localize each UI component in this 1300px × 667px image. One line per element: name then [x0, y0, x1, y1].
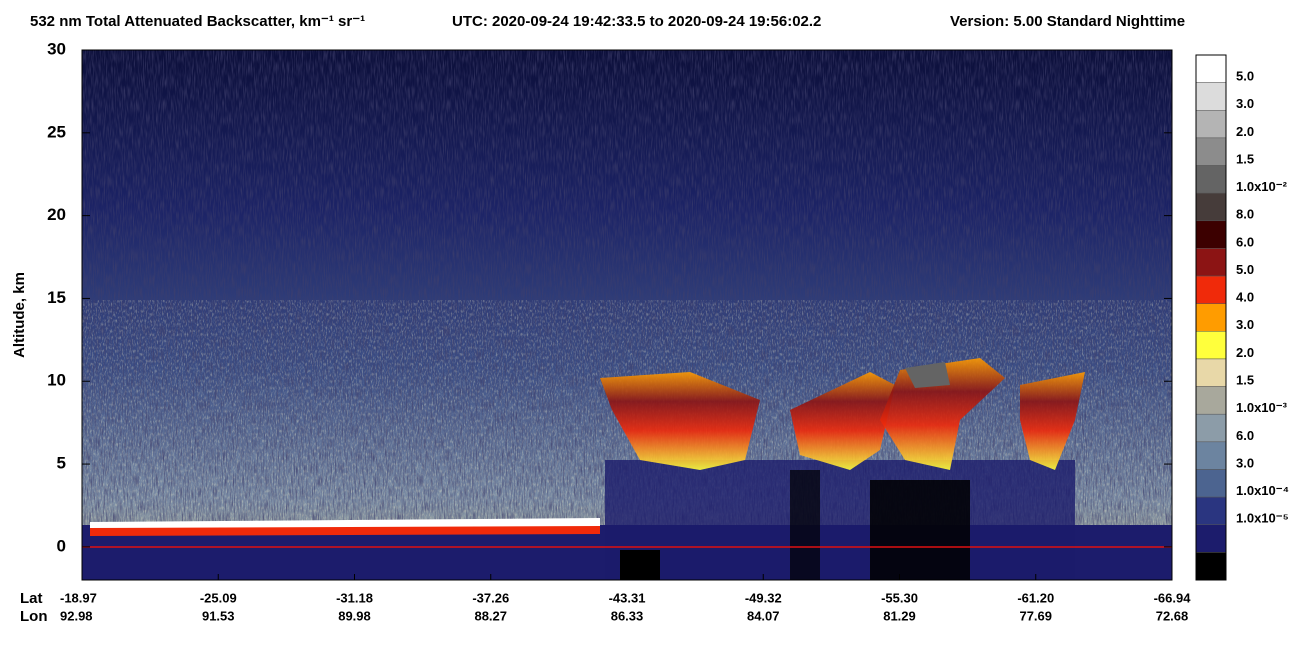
y-tick-label: 20 [47, 205, 66, 224]
lon-label: 92.98 [60, 608, 93, 623]
lat-label: -49.32 [745, 590, 782, 605]
colorbar-label: 1.5 [1236, 372, 1254, 387]
colorbar-label: 1.0x10⁻⁵ [1236, 511, 1289, 526]
time-range: UTC: 2020-09-24 19:42:33.5 to 2020-09-24… [452, 13, 821, 30]
colorbar-cell [1195, 275, 1227, 304]
colorbar-label: 1.5 [1236, 151, 1254, 166]
colorbar-cell [1195, 331, 1227, 360]
lon-label: 88.27 [474, 608, 507, 623]
colorbar-label: 3.0 [1236, 96, 1254, 111]
lat-title: Lat [20, 590, 43, 607]
y-tick-label: 15 [47, 288, 66, 307]
colorbar-label: 3.0 [1236, 317, 1254, 332]
colorbar-cell [1195, 82, 1227, 111]
colorbar-label: 2.0 [1236, 345, 1254, 360]
colorbar-label: 5.0 [1236, 262, 1254, 277]
chart-title: 532 nm Total Attenuated Backscatter, km⁻… [30, 13, 365, 30]
y-tick-label: 5 [57, 454, 66, 473]
colorbar-label: 4.0 [1236, 290, 1254, 305]
colorbar-cell [1195, 220, 1227, 249]
lon-label: 89.98 [338, 608, 371, 623]
colorbar-label: 6.0 [1236, 428, 1254, 443]
colorbar-cell [1195, 413, 1227, 443]
colorbar-frame [1195, 54, 1227, 581]
colorbar-cell [1195, 248, 1227, 277]
lon-label: 81.29 [883, 608, 916, 623]
colorbar-cell [1195, 469, 1227, 498]
lon-label: 84.07 [747, 608, 780, 623]
lon-label: 77.69 [1019, 608, 1052, 623]
lat-label: -18.97 [60, 590, 97, 605]
colorbar-cell [1195, 552, 1227, 581]
colorbar-label: 3.0 [1236, 455, 1254, 470]
colorbar-cell [1195, 524, 1227, 553]
colorbar-label: 8.0 [1236, 207, 1254, 222]
lat-label: -55.30 [881, 590, 918, 605]
colorbar-cell [1195, 303, 1227, 332]
colorbar-label: 1.0x10⁻³ [1236, 400, 1288, 415]
lat-label: -31.18 [336, 590, 373, 605]
lat-label: -37.26 [472, 590, 509, 605]
colorbar-cell [1195, 496, 1227, 525]
y-axis-label: Altitude, km [11, 272, 28, 358]
colorbar-cell [1195, 386, 1227, 415]
colorbar-label: 6.0 [1236, 234, 1254, 249]
colorbar-label: 1.0x10⁻² [1236, 179, 1288, 194]
version: Version: 5.00 Standard Nighttime [950, 13, 1185, 30]
colorbar-cell [1195, 165, 1227, 194]
colorbar-cell [1195, 110, 1227, 139]
colorbar-cell [1195, 192, 1227, 222]
lon-label: 86.33 [611, 608, 644, 623]
lat-label: -66.94 [1154, 590, 1192, 605]
colorbar-label: 1.0x10⁻⁴ [1236, 483, 1289, 498]
lon-title: Lon [20, 608, 48, 625]
y-tick-label: 0 [57, 536, 66, 555]
lat-label: -61.20 [1017, 590, 1054, 605]
y-tick-label: 10 [47, 371, 66, 390]
colorbar-cell [1195, 54, 1227, 83]
lat-label: -25.09 [200, 590, 237, 605]
colorbar-cell [1195, 358, 1227, 387]
colorbar-label: 5.0 [1236, 69, 1254, 84]
y-tick-label: 25 [47, 122, 66, 141]
y-tick-label: 30 [47, 39, 66, 58]
colorbar-cell [1195, 137, 1227, 166]
colorbar-cell [1195, 441, 1227, 470]
curtain-image [81, 49, 1173, 581]
lon-label: 72.68 [1156, 608, 1189, 623]
lon-label: 91.53 [202, 608, 235, 623]
colorbar-label: 2.0 [1236, 124, 1254, 139]
lat-label: -43.31 [609, 590, 646, 605]
